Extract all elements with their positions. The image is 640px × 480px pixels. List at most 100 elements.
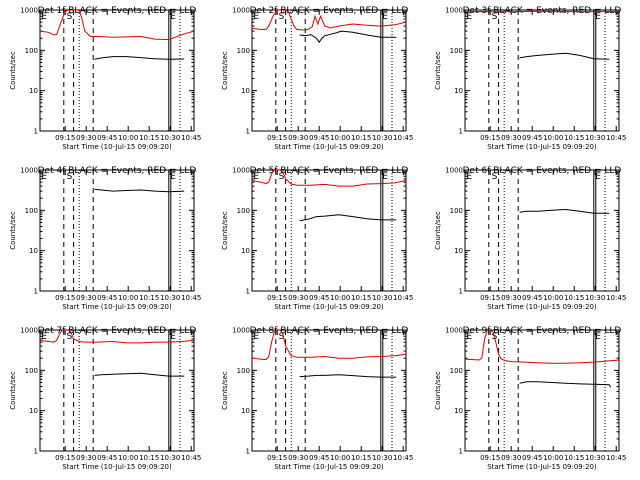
event-marker-label: E (382, 12, 388, 22)
x-tick-label: 09:15 (267, 134, 287, 142)
y-tick-label: 100 (237, 207, 250, 215)
x-tick-label: 10:30 (585, 134, 605, 142)
x-tick-label: 10:15 (564, 134, 584, 142)
event-marker-label: S (492, 12, 498, 22)
chart-title: Det 7f BLACK = Events, RED = LLD (38, 326, 197, 336)
x-tick-label: 09:45 (97, 294, 117, 302)
chart-title: Det 9f BLACK = Events, RED = LLD (463, 326, 622, 336)
y-tick-label: 10 (454, 87, 463, 95)
y-tick-label: 100 (450, 47, 463, 55)
x-tick-label: 10:15 (139, 454, 159, 462)
x-tick-label: 10:45 (393, 454, 413, 462)
events-series-line (94, 372, 185, 377)
x-axis-label: Start Time (10-Jul-15 09:09:20) (274, 303, 384, 311)
event-marker-label: E (382, 332, 388, 342)
x-tick-label: 10:15 (139, 294, 159, 302)
y-tick-label: 100 (25, 367, 38, 375)
x-tick-label: 09:15 (480, 294, 500, 302)
y-tick-label: 10 (29, 247, 38, 255)
y-tick-label: 1 (34, 448, 38, 456)
y-tick-label: 1000 (232, 167, 250, 175)
x-tick-label: 09:15 (480, 134, 500, 142)
x-tick-label: 09:30 (501, 134, 521, 142)
panel-4: Det 4f BLACK = Events, RED = LLD Counts/s… (9, 166, 201, 311)
x-tick-label: 10:15 (351, 134, 371, 142)
y-tick-label: 1000 (20, 7, 38, 15)
x-tick-label: 10:00 (543, 134, 563, 142)
x-axis-label: Start Time (10-Jul-15 09:09:20) (487, 463, 597, 471)
event-marker-label: E (253, 332, 259, 342)
x-tick-label: 10:15 (139, 134, 159, 142)
event-marker-label: E (170, 12, 176, 22)
x-tick-label: 10:00 (118, 294, 138, 302)
events-series-line (94, 188, 185, 193)
x-tick-label: 10:30 (372, 294, 392, 302)
y-tick-label: 1 (246, 288, 250, 296)
chart-title: Det 6f BLACK = Events, RED = LLD (463, 166, 622, 176)
y-tick-label: 1000 (445, 7, 463, 15)
chart-title: Det 2f BLACK = Events, RED = LLD (250, 6, 409, 16)
panel-1: Det 1f BLACK = Events, RED = LLD Counts/s… (9, 6, 201, 151)
y-tick-label: 1 (246, 128, 250, 136)
x-tick-label: 10:45 (181, 294, 201, 302)
x-tick-label: 09:15 (55, 454, 75, 462)
y-tick-label: 1 (246, 448, 250, 456)
lld-series-line (40, 10, 194, 41)
y-tick-label: 1 (34, 288, 38, 296)
event-marker-label: E (253, 172, 259, 182)
x-tick-label: 10:00 (543, 454, 563, 462)
event-marker-label: S (492, 172, 498, 182)
x-tick-label: 10:00 (330, 454, 350, 462)
x-tick-label: 09:30 (76, 294, 96, 302)
panel-2: Det 2f BLACK = Events, RED = LLD Counts/s… (221, 6, 413, 151)
y-axis-label: Counts/sec (9, 371, 17, 410)
event-marker-label: E (41, 172, 47, 182)
y-tick-label: 10 (29, 87, 38, 95)
event-marker-label: E (41, 12, 47, 22)
plot-frame (39, 9, 195, 132)
plot-frame (39, 329, 195, 452)
event-marker-label: E (41, 332, 47, 342)
x-tick-label: 10:45 (393, 134, 413, 142)
events-series-line (299, 374, 397, 378)
x-tick-label: 10:30 (372, 134, 392, 142)
y-axis-label: Counts/sec (9, 211, 17, 250)
chart-title: Det 8f BLACK = Events, RED = LLD (250, 326, 409, 336)
x-axis-label: Start Time (10-Jul-15 09:09:20) (62, 143, 172, 151)
x-tick-label: 09:15 (55, 134, 75, 142)
panel-5: Det 5f BLACK = Events, RED = LLD Counts/s… (221, 166, 413, 311)
y-tick-label: 100 (237, 47, 250, 55)
x-axis-label: Start Time (10-Jul-15 09:09:20) (274, 463, 384, 471)
event-marker-label: S (279, 12, 285, 22)
event-marker-label: E (466, 332, 472, 342)
chart-title: Det 4f BLACK = Events, RED = LLD (38, 166, 197, 176)
x-tick-label: 10:45 (606, 454, 626, 462)
y-tick-label: 1 (34, 128, 38, 136)
x-tick-label: 09:45 (522, 294, 542, 302)
y-tick-label: 100 (237, 367, 250, 375)
x-axis-label: Start Time (10-Jul-15 09:09:20) (274, 143, 384, 151)
y-tick-label: 1 (459, 128, 463, 136)
lld-series-line (252, 170, 406, 187)
event-marker-label: E (466, 172, 472, 182)
event-marker-label: E (170, 332, 176, 342)
y-tick-label: 1 (459, 448, 463, 456)
y-axis-label: Counts/sec (434, 51, 442, 90)
x-tick-label: 09:30 (76, 134, 96, 142)
x-tick-label: 09:15 (267, 294, 287, 302)
y-tick-label: 10 (241, 247, 250, 255)
x-tick-label: 10:30 (372, 454, 392, 462)
y-tick-label: 100 (25, 207, 38, 215)
y-tick-label: 100 (450, 207, 463, 215)
x-tick-label: 10:15 (564, 294, 584, 302)
event-marker-label: E (382, 172, 388, 182)
y-axis-label: Counts/sec (434, 211, 442, 250)
lld-series-line (252, 10, 406, 31)
x-tick-label: 09:45 (522, 454, 542, 462)
x-tick-label: 10:30 (585, 454, 605, 462)
y-axis-label: Counts/sec (9, 51, 17, 90)
x-tick-label: 09:15 (267, 454, 287, 462)
x-tick-label: 09:15 (55, 294, 75, 302)
event-marker-label: S (67, 172, 73, 182)
